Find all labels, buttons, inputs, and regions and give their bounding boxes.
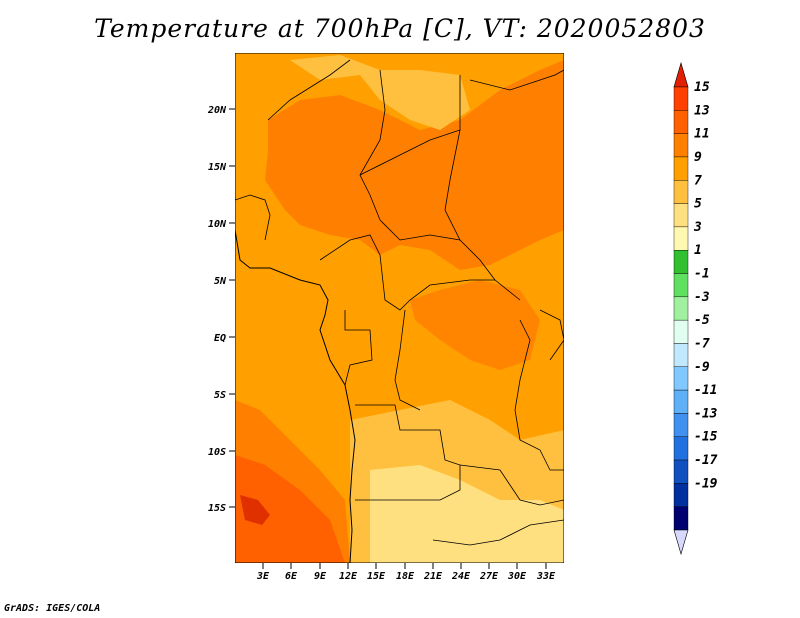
colorbar-swatch [673,296,689,321]
credit-text: GrADS: IGES/COLA [4,603,101,614]
lat-label-eq: EQ [214,333,226,344]
colorbar-swatch [673,413,689,437]
colorbar-level-label: -19 [694,476,718,491]
lat-label-5s: 5S [214,390,226,401]
colorbar-level-label: -7 [694,336,710,351]
colorbar-level-label: 1 [694,243,702,258]
colorbar-swatch [673,506,689,531]
colorbar-swatch [673,226,689,251]
colorbar-swatch [673,156,689,181]
lat-label-20n: 20N [207,105,227,116]
lon-label-18e: 18E [396,571,415,582]
lat-label-10s: 10S [208,447,226,458]
colorbar-level-label: 3 [693,220,702,235]
colorbar-swatch [673,110,689,134]
colorbar-level-label: -3 [694,290,710,305]
colorbar-swatch [673,133,689,158]
colorbar-swatch [673,250,689,274]
lon-label-12e: 12E [339,571,358,582]
colorbar-level-label: 11 [694,127,710,142]
lat-label-5n: 5N [214,276,227,287]
map-axes: 20N 15N 10N 5N EQ 5S 10S 15S 3E 6E 9E 12… [207,105,556,582]
lon-label-9e: 9E [314,571,327,582]
colorbar-level-label: 7 [694,173,702,188]
lon-label-24e: 24E [451,571,471,582]
lon-label-21e: 21E [423,571,443,582]
lat-label-15s: 15S [208,503,226,514]
lon-label-33e: 33E [536,571,556,582]
colorbar-swatch [673,273,689,298]
colorbar-swatch [673,436,689,461]
lat-label-10n: 10N [208,219,227,230]
colorbar-swatch [673,343,689,367]
colorbar-swatch [673,180,689,204]
colorbar-level-label: 13 [694,103,710,118]
colorbar-level-label: 5 [694,197,702,212]
colorbar-top-triangle [673,61,689,88]
colorbar-level-label: -15 [694,430,718,445]
colorbar-level-label: -1 [694,267,710,282]
lon-label-30e: 30E [507,571,527,582]
colorbar-bottom-triangle [673,529,689,556]
colorbar-swatch [673,389,689,414]
colorbar-swatch [673,459,689,484]
colorbar-level-label: 9 [694,150,702,165]
colorbar-level-label: -5 [694,313,710,328]
colorbar-swatch [673,86,689,111]
lon-label-27e: 27E [479,571,499,582]
lon-label-15e: 15E [367,571,386,582]
lat-label-15n: 15N [208,162,227,173]
colorbar-level-label: -17 [694,453,718,468]
colorbar-swatch [673,483,689,507]
colorbar-swatch [673,319,689,344]
lon-label-3e: 3E [256,571,270,582]
colorbar: 15 13 11 9 7 5 3 1 -1 -3 -5 -7 -9 -11 -13 -15 -17 -19 [673,61,718,556]
colorbar-level-label: -13 [694,406,718,421]
colorbar-level-label: -11 [694,383,717,398]
colorbar-level-label: -9 [694,360,710,375]
temperature-field [235,53,564,563]
colorbar-level-label: 15 [694,80,710,95]
colorbar-swatch [673,203,689,228]
map-title: Temperature at 700hPa [C], VT: 202005280… [94,14,706,43]
colorbar-swatch [673,366,689,391]
lon-label-6e: 6E [285,571,298,582]
